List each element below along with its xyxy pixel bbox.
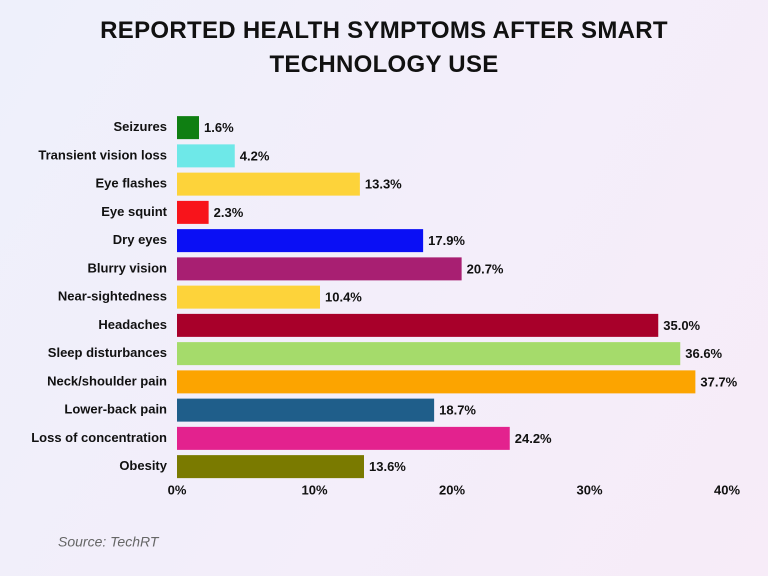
bar bbox=[177, 172, 360, 196]
source: Source: TechRT bbox=[58, 534, 160, 550]
chart-title: REPORTED HEALTH SYMPTOMS AFTER SMART TEC… bbox=[100, 17, 668, 78]
bar bbox=[177, 144, 235, 168]
bar bbox=[177, 200, 209, 224]
y-tick-label: Sleep disturbances bbox=[48, 345, 167, 360]
y-tick-label: Headaches bbox=[98, 317, 167, 332]
y-tick-label: Transient vision loss bbox=[38, 147, 167, 162]
y-tick-label: Blurry vision bbox=[88, 260, 168, 275]
y-tick-label: Eye flashes bbox=[95, 176, 167, 191]
y-tick-label: Seizures bbox=[114, 119, 167, 134]
value-label: 35.0% bbox=[663, 318, 700, 333]
value-label: 36.6% bbox=[685, 346, 722, 361]
value-label: 4.2% bbox=[240, 148, 270, 163]
y-tick-label: Loss of concentration bbox=[31, 430, 167, 445]
bar bbox=[177, 455, 364, 479]
x-tick-label: 40% bbox=[714, 482, 740, 497]
y-tick-label: Eye squint bbox=[101, 204, 167, 219]
y-tick-label: Lower-back pain bbox=[64, 402, 167, 417]
value-label: 18.7% bbox=[439, 403, 476, 418]
bar bbox=[177, 398, 435, 422]
y-tick-label: Near-sightedness bbox=[58, 289, 167, 304]
bar bbox=[177, 370, 696, 394]
x-tick-label: 20% bbox=[439, 482, 465, 497]
x-tick-label: 0% bbox=[168, 482, 187, 497]
value-label: 20.7% bbox=[467, 261, 504, 276]
value-label: 10.4% bbox=[325, 290, 362, 305]
value-label: 13.3% bbox=[365, 177, 402, 192]
bar bbox=[177, 257, 462, 281]
value-label: 17.9% bbox=[428, 233, 465, 248]
y-tick-label: Dry eyes bbox=[113, 232, 167, 247]
value-label: 13.6% bbox=[369, 459, 406, 474]
bar bbox=[177, 342, 681, 366]
value-label: 1.6% bbox=[204, 120, 234, 135]
bar bbox=[177, 229, 424, 253]
bar bbox=[177, 313, 659, 337]
bar bbox=[177, 116, 199, 140]
bar bbox=[177, 285, 320, 309]
x-tick-label: 30% bbox=[576, 482, 602, 497]
y-tick-label: Obesity bbox=[119, 458, 167, 473]
value-label: 24.2% bbox=[515, 431, 552, 446]
x-tick-label: 10% bbox=[301, 482, 327, 497]
y-tick-label: Neck/shoulder pain bbox=[47, 373, 167, 388]
value-label: 37.7% bbox=[700, 374, 737, 389]
bar bbox=[177, 426, 510, 450]
value-label: 2.3% bbox=[214, 205, 244, 220]
